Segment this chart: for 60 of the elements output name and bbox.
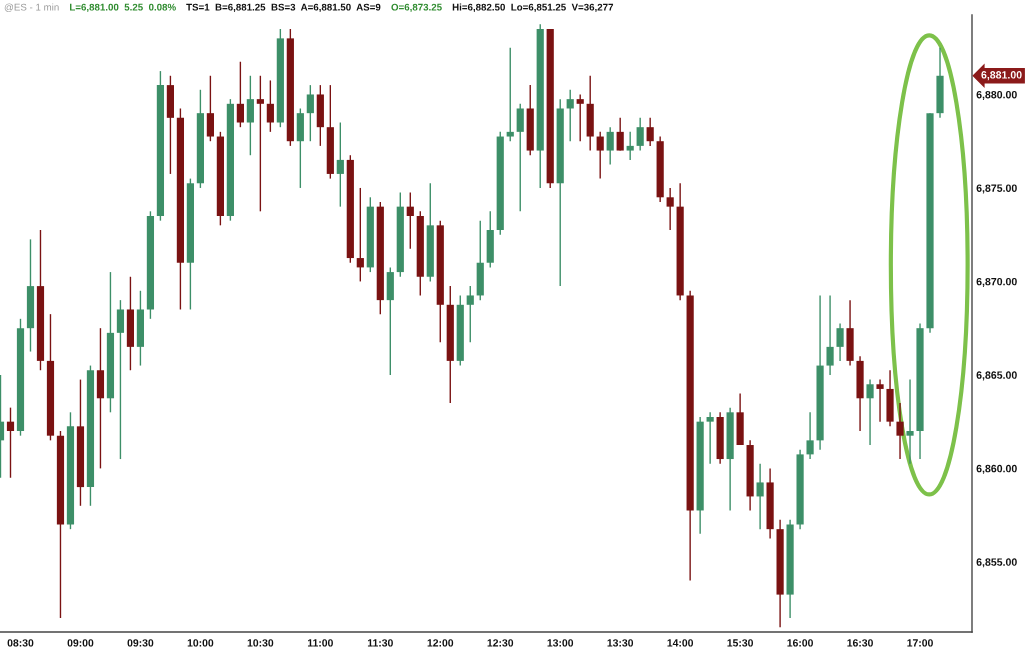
candlestick [576,93,584,142]
candlestick [836,322,844,362]
x-tick-label: 15:30 [727,639,754,647]
chart-title: @ES - 1 min [4,3,59,12]
candlestick [636,117,644,152]
y-tick-label: 6,875.00 [976,184,1017,194]
candlestick [356,187,364,283]
text: 6,881.00 [981,71,1022,81]
x-tick-label: 16:00 [787,639,813,647]
x-tick-label: 12:00 [427,639,454,647]
candlestick [666,187,674,231]
candlestick [756,463,764,530]
x-tick-label: 17:00 [907,639,933,647]
candlestick [706,411,714,465]
candlestick [506,47,514,142]
x-tick-label: 11:00 [307,639,333,647]
candlestick [596,131,604,180]
x-tick-label: 09:30 [127,639,154,647]
x-tick-label: 10:30 [247,639,274,647]
y-tick-label: 6,860.00 [976,464,1017,474]
y-tick-label: 6,880.00 [976,90,1017,100]
x-tick-label: 09:00 [67,639,94,647]
candlestick [256,75,264,213]
candlestick [466,285,474,343]
candlestick [246,75,254,156]
text: TS=1 B=6,881.25 BS=3 A=6,881.50 AS=9 [186,3,381,13]
candlestick [646,117,654,147]
y-tick-label: 6,855.00 [976,558,1017,568]
x-tick-label: 10:00 [187,639,214,647]
candlestick [6,406,15,479]
text: O=6,873.25 [391,3,442,13]
text: Hi=6,882.50 Lo=6,851.25 V=36,277 [452,3,614,13]
candlestick [406,191,414,250]
y-tick-label: 6,870.00 [976,277,1017,287]
candlestick [236,61,244,128]
candlestick [306,84,314,142]
candlestick [606,126,614,166]
candlestick [896,402,904,460]
x-tick-label: 12:30 [487,639,514,647]
candlestick [906,378,914,465]
candlestick [626,131,634,161]
candlestick [826,294,834,376]
x-tick-label: 08:30 [7,639,34,647]
x-tick-label: 13:30 [607,639,634,647]
candlestick [266,79,274,133]
candlestick [566,89,574,142]
candlestick [876,378,884,423]
text: L=6,881.00 5.25 0.08% [70,3,176,13]
candlestick [206,75,214,142]
candlestick [336,121,344,208]
x-tick-label: 11:30 [367,639,393,647]
candlestick [616,117,624,152]
x-tick-label: 13:00 [547,639,574,647]
x-tick-label: 14:00 [667,639,694,647]
candlestick [866,378,874,446]
candlestick [806,411,814,460]
candlestick [116,299,125,460]
y-tick-label: 6,865.00 [976,371,1017,381]
candlestick [516,103,524,213]
x-tick-label: 16:30 [847,639,873,647]
